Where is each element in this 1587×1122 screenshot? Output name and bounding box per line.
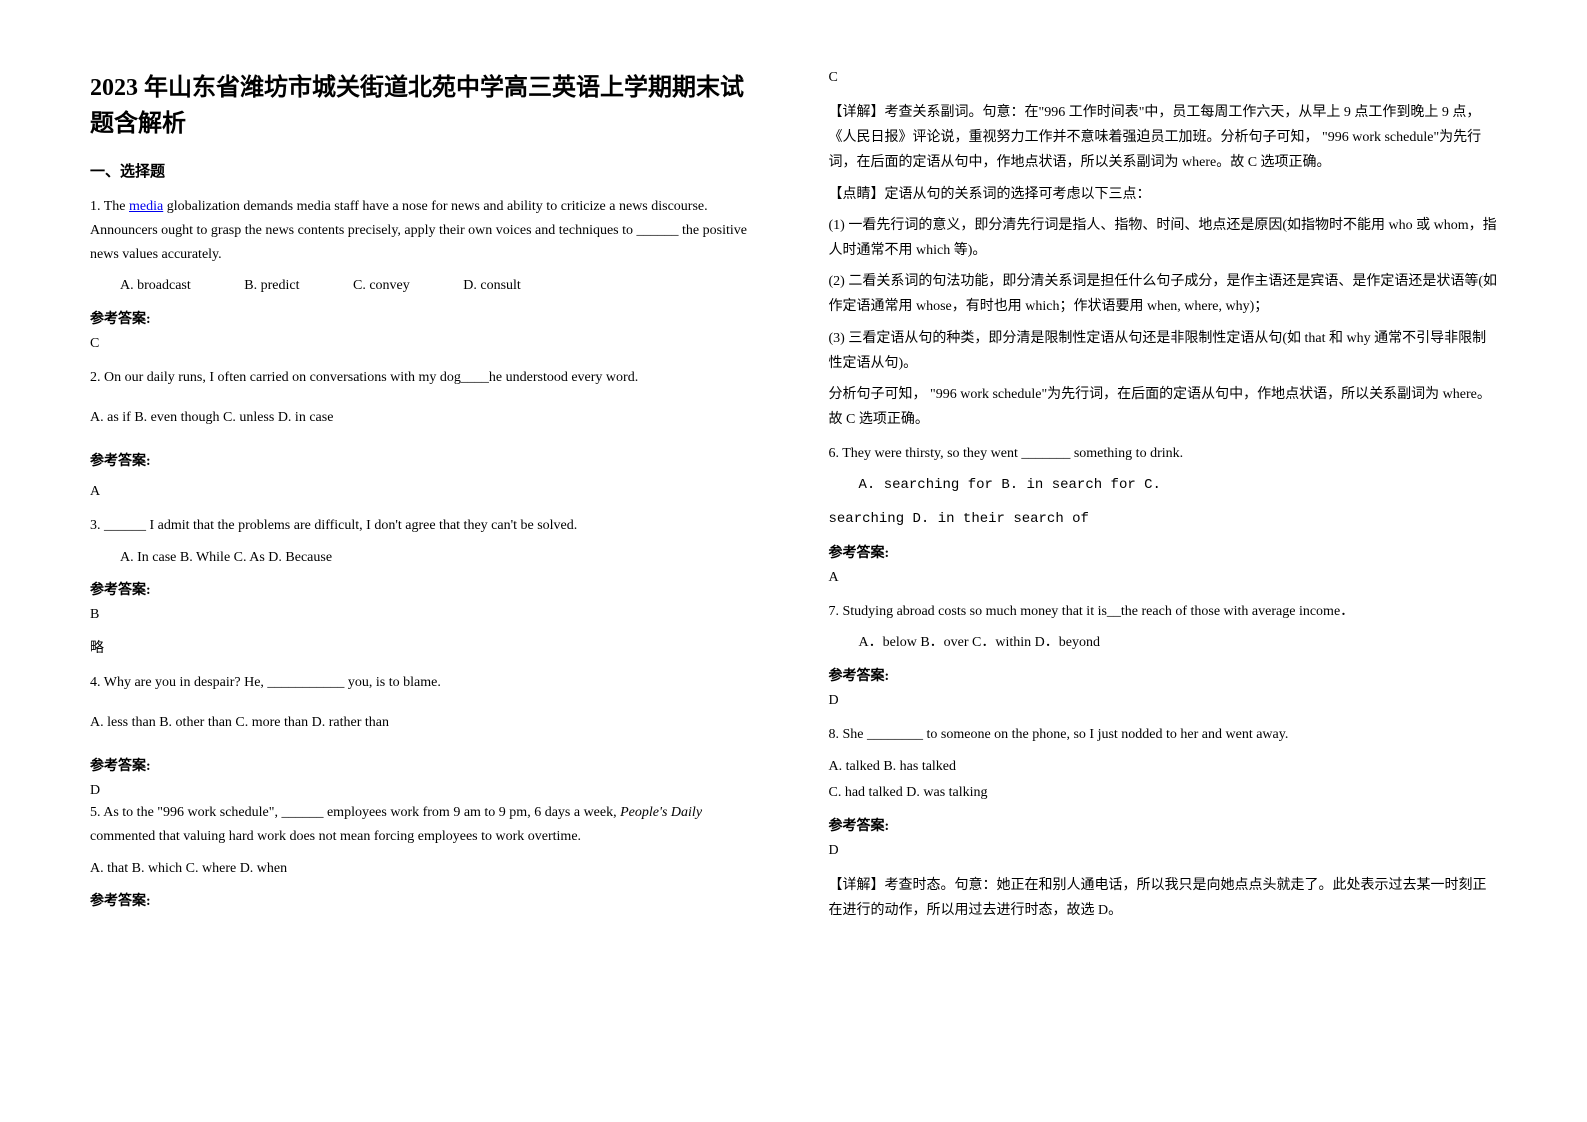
q1-option-b: B. predict xyxy=(244,274,299,298)
q5-options: A. that B. which C. where D. when xyxy=(90,857,759,881)
q5-exp1: 【详解】考查关系副词。句意：在"996 工作时间表"中，员工每周工作六天，从早上… xyxy=(829,100,1498,176)
q4-options: A. less than B. other than C. more than … xyxy=(90,711,759,735)
q8-options-line1: A. talked B. has talked xyxy=(829,755,1498,779)
q7-options: A．below B．over C．within D．beyond xyxy=(829,631,1498,655)
q1-answer-label: 参考答案: xyxy=(90,308,759,328)
q6-options-line1: A. searching for B. in search for C. xyxy=(829,474,1498,498)
q4-answer-label: 参考答案: xyxy=(90,755,759,775)
q5-answer-label: 参考答案: xyxy=(90,890,759,910)
q8-exp: 【详解】考查时态。句意：她正在和别人通电话，所以我只是向她点点头就走了。此处表示… xyxy=(829,873,1498,923)
q1-options: A. broadcast B. predict C. convey D. con… xyxy=(90,274,759,298)
q5-exp6: 分析句子可知， "996 work schedule"为先行词，在后面的定语从句… xyxy=(829,382,1498,432)
q4-answer: D xyxy=(90,783,759,799)
q7-text: 7. Studying abroad costs so much money t… xyxy=(829,600,1498,624)
q1-option-d: D. consult xyxy=(463,274,521,298)
q5-text: 5. As to the "996 work schedule", ______… xyxy=(90,801,759,849)
q4-text: 4. Why are you in despair? He, _________… xyxy=(90,671,759,695)
document-title: 2023 年山东省潍坊市城关街道北苑中学高三英语上学期期末试题含解析 xyxy=(90,70,759,142)
q6-answer: A xyxy=(829,570,1498,586)
q5-exp2: 【点睛】定语从句的关系词的选择可考虑以下三点： xyxy=(829,182,1498,207)
q6-options-line2: searching D. in their search of xyxy=(829,508,1498,532)
q8-answer: D xyxy=(829,843,1498,859)
q2-text: 2. On our daily runs, I often carried on… xyxy=(90,366,759,390)
q1-option-c: C. convey xyxy=(353,274,410,298)
q6-answer-label: 参考答案: xyxy=(829,542,1498,562)
q1-answer: C xyxy=(90,336,759,352)
q2-options: A. as if B. even though C. unless D. in … xyxy=(90,406,759,430)
q8-text: 8. She ________ to someone on the phone,… xyxy=(829,723,1498,747)
section-heading: 一、选择题 xyxy=(90,160,759,181)
q6-text: 6. They were thirsty, so they went _____… xyxy=(829,442,1498,466)
q3-answer: B xyxy=(90,607,759,623)
q8-options-line2: C. had talked D. was talking xyxy=(829,781,1498,805)
q5-exp3: (1) 一看先行词的意义，即分清先行词是指人、指物、时间、地点还是原因(如指物时… xyxy=(829,213,1498,263)
q2-answer-label: 参考答案: xyxy=(90,450,759,470)
q5-answer: C xyxy=(829,70,1498,86)
q5-exp5: (3) 三看定语从句的种类，即分清是限制性定语从句还是非限制性定语从句(如 th… xyxy=(829,326,1498,376)
q1-text: 1. The media globalization demands media… xyxy=(90,195,759,266)
q1-option-a: A. broadcast xyxy=(120,274,191,298)
q7-answer-label: 参考答案: xyxy=(829,665,1498,685)
q2-answer: A xyxy=(90,484,759,500)
q3-options: A. In case B. While C. As D. Because xyxy=(90,546,759,570)
q3-text: 3. ______ I admit that the problems are … xyxy=(90,514,759,538)
q7-answer: D xyxy=(829,693,1498,709)
q5-exp4: (2) 二看关系词的句法功能，即分清关系词是担任什么句子成分，是作主语还是宾语、… xyxy=(829,269,1498,319)
left-column: 2023 年山东省潍坊市城关街道北苑中学高三英语上学期期末试题含解析 一、选择题… xyxy=(90,70,759,1052)
q3-note: 略 xyxy=(90,637,759,657)
q8-answer-label: 参考答案: xyxy=(829,815,1498,835)
q3-answer-label: 参考答案: xyxy=(90,579,759,599)
right-column: C 【详解】考查关系副词。句意：在"996 工作时间表"中，员工每周工作六天，从… xyxy=(829,70,1498,1052)
